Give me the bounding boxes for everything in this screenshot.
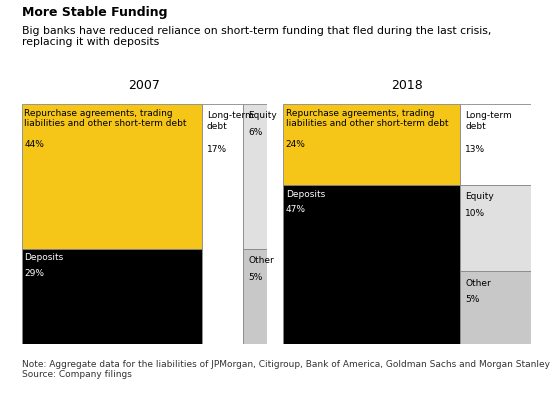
Bar <box>460 185 531 272</box>
Bar <box>202 104 244 344</box>
Text: 6%: 6% <box>249 128 263 137</box>
Text: Repurchase agreements, trading
liabilities and other short-term debt: Repurchase agreements, trading liabiliti… <box>286 109 448 129</box>
Bar <box>244 249 267 344</box>
Text: Note: Aggregate data for the liabilities of JPMorgan, Citigroup, Bank of America: Note: Aggregate data for the liabilities… <box>22 360 550 379</box>
Text: 10%: 10% <box>465 209 485 218</box>
Text: 29%: 29% <box>24 269 45 278</box>
Bar <box>22 104 202 249</box>
Text: Other: Other <box>465 279 491 288</box>
Text: More Stable Funding: More Stable Funding <box>22 6 168 19</box>
Text: 5%: 5% <box>465 296 480 305</box>
Bar <box>244 104 267 249</box>
Bar <box>283 185 460 344</box>
Text: 2018: 2018 <box>391 79 423 92</box>
Text: Repurchase agreements, trading
liabilities and other short-term debt: Repurchase agreements, trading liabiliti… <box>24 109 187 129</box>
Bar <box>460 272 531 344</box>
Text: 24%: 24% <box>286 140 306 149</box>
Text: Equity: Equity <box>249 111 277 120</box>
Text: Deposits: Deposits <box>286 190 325 199</box>
Text: 13%: 13% <box>465 145 485 154</box>
Text: 47%: 47% <box>286 205 306 214</box>
Text: Big banks have reduced reliance on short-term funding that fled during the last : Big banks have reduced reliance on short… <box>22 26 491 47</box>
Bar <box>283 104 460 185</box>
Text: Deposits: Deposits <box>24 253 64 263</box>
Text: 17%: 17% <box>207 145 227 154</box>
Text: 5%: 5% <box>249 273 263 282</box>
Text: Equity: Equity <box>465 192 494 201</box>
Text: Long-term
debt: Long-term debt <box>207 111 254 131</box>
Bar <box>460 104 531 185</box>
Text: 44%: 44% <box>24 140 45 149</box>
Text: Long-term
debt: Long-term debt <box>465 111 512 131</box>
Text: Other: Other <box>249 256 274 265</box>
Text: 2007: 2007 <box>129 79 160 92</box>
Bar <box>22 249 202 344</box>
